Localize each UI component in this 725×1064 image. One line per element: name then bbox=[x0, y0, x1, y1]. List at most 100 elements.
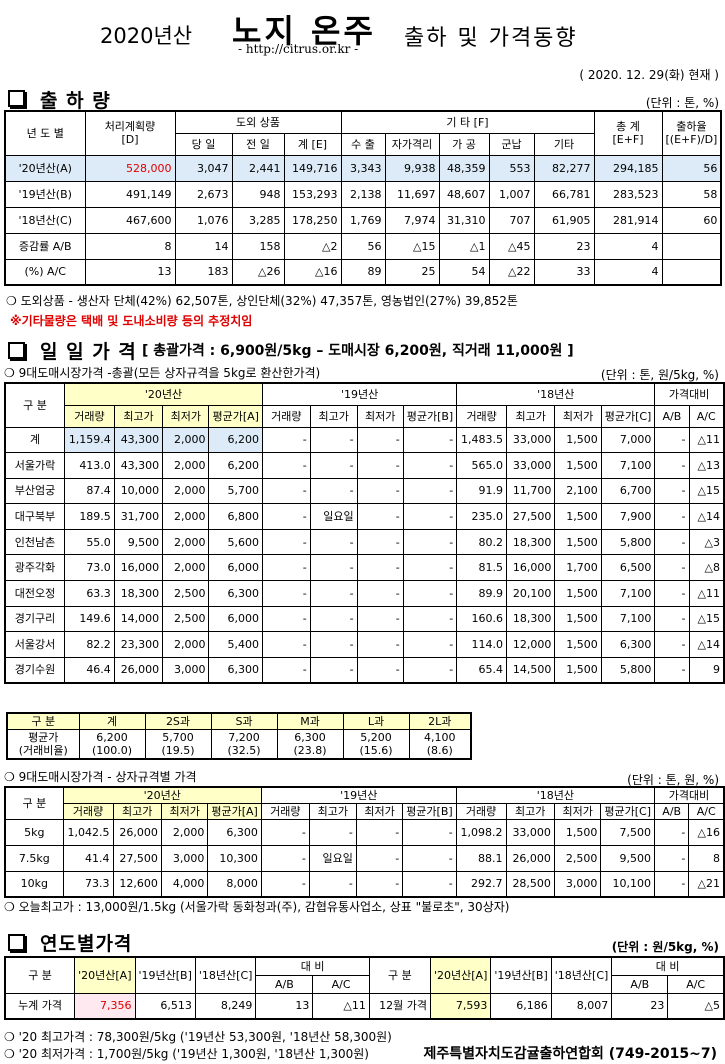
data-cell: 2,000 bbox=[162, 528, 210, 556]
header-cell: L과 bbox=[342, 712, 410, 730]
row-label: 계 bbox=[4, 426, 65, 454]
data-cell: - bbox=[309, 554, 358, 582]
tbody: 구 분 '20년산 '19년산 '18년산 가격대비 거래량 최고가 최저가 평균가[A] 거래량… bbox=[4, 786, 725, 898]
data-cell: 189.5 bbox=[64, 503, 115, 530]
data-cell: 1,076 bbox=[174, 206, 233, 234]
data-cell: - bbox=[402, 554, 458, 582]
data-cell: - bbox=[356, 503, 404, 530]
header-cell: 거래량 bbox=[456, 404, 508, 428]
data-cell: - bbox=[654, 554, 690, 582]
data-cell: 7,593 bbox=[429, 992, 492, 1020]
data-cell: 82.2 bbox=[64, 631, 115, 658]
data-cell: 2,000 bbox=[162, 554, 210, 582]
data-cell: 9 bbox=[688, 656, 725, 684]
data-cell: 158 bbox=[231, 232, 285, 260]
note: ❍ 오늘최고가 : 13,000원/1.5kg (서울가락 동화청과(주), 감… bbox=[4, 900, 510, 914]
data-cell: 58 bbox=[661, 180, 722, 208]
data-cell: 26,000 bbox=[112, 818, 162, 846]
data-cell: 948 bbox=[231, 180, 285, 208]
header-cell: 최고가 bbox=[309, 404, 358, 428]
data-cell: 18,300 bbox=[506, 528, 556, 556]
header-cell: 기타 bbox=[533, 132, 595, 156]
header-cell: '18년산[C] bbox=[550, 956, 613, 994]
data-cell: - bbox=[309, 477, 358, 505]
data-cell: - bbox=[260, 844, 310, 872]
cell-line: (거래비율) bbox=[18, 743, 68, 757]
tbody: 년 도 별 처리계획량 [D] 도외 상품 기 타 [F] 총 계 [E+F] 출하율 [(E+… bbox=[4, 110, 722, 286]
data-cell: 2,000 bbox=[160, 818, 209, 846]
note: ❍ '20 최저가격 : 1,700원/5kg ('19년산 1,300원, '… bbox=[4, 1047, 369, 1061]
header-cell: '20년산[A] bbox=[429, 956, 492, 994]
header-cell: A/C bbox=[688, 802, 725, 820]
data-cell: 292.7 bbox=[455, 870, 507, 898]
header-cell: 처리계획량 [D] bbox=[84, 110, 176, 156]
data-cell: 2,100 bbox=[554, 477, 602, 505]
cell-line: 7,200 bbox=[228, 730, 260, 744]
data-cell: - bbox=[260, 818, 310, 846]
header-cell: 도외 상품 bbox=[174, 110, 342, 134]
data-cell: 1,500 bbox=[554, 452, 602, 479]
data-cell: - bbox=[309, 452, 358, 479]
data-cell: - bbox=[309, 631, 358, 658]
header-cell: 자가격리 bbox=[384, 132, 440, 156]
data-cell: △14 bbox=[688, 631, 725, 658]
data-cell: 3,000 bbox=[553, 870, 602, 898]
header-cell: A/C bbox=[688, 404, 725, 428]
row-label: 대전오정 bbox=[4, 580, 65, 607]
data-cell: - bbox=[261, 528, 311, 556]
data-cell: - bbox=[402, 818, 457, 846]
data-cell: 88.1 bbox=[455, 844, 507, 872]
unit: (단위 : 톤, 원, %) bbox=[627, 773, 719, 787]
header-cell: 가 공 bbox=[438, 132, 490, 156]
header-cell: 군납 bbox=[488, 132, 535, 156]
data-cell: 66,781 bbox=[533, 180, 595, 208]
data-cell: 6,513 bbox=[134, 992, 196, 1020]
header-cell: 평균가[B] bbox=[402, 404, 458, 428]
data-cell bbox=[661, 232, 722, 260]
data-cell: △13 bbox=[688, 452, 725, 479]
data-cell: 26,000 bbox=[505, 844, 555, 872]
header-cell: 최저가 bbox=[554, 404, 602, 428]
data-cell: 23,300 bbox=[113, 631, 164, 658]
header-cell: 평균가[C] bbox=[600, 404, 656, 428]
data-cell: 707 bbox=[488, 206, 535, 234]
date: ( 2020. 12. 29(화) 현재 ) bbox=[579, 68, 719, 82]
data-cell: 48,359 bbox=[438, 154, 490, 182]
data-cell: 2,441 bbox=[231, 154, 285, 182]
data-cell: 3,285 bbox=[231, 206, 285, 234]
header-cell: 평균가[C] bbox=[600, 802, 656, 820]
data-row: 계 1,159.4 43,300 2,000 6,200- - - -1,483.5 33,00… bbox=[4, 426, 725, 454]
data-row: 경기수원 46.4 26,000 3,000 6,300- - - -65.4 14,500 1,… bbox=[4, 656, 725, 684]
data-row: 서울강서 82.2 23,300 2,000 5,400- - - -114.0 12,000 1… bbox=[4, 631, 725, 658]
data-cell: △22 bbox=[488, 258, 535, 286]
header-cell: 구 분 bbox=[4, 956, 76, 994]
data-cell: - bbox=[309, 580, 358, 607]
data-row: (%) A/C 13 183 △26 △16 89 25 54 △22 33 4 bbox=[4, 258, 722, 286]
data-cell: 일요일 bbox=[309, 503, 358, 530]
data-row: '18년산(C) 467,600 1,076 3,285 178,250 1,769 7,9… bbox=[4, 206, 722, 234]
data-cell: 413.0 bbox=[64, 452, 115, 479]
data-cell: 1,700 bbox=[554, 554, 602, 582]
header-row: A/B A/C A/B A/C bbox=[5, 974, 725, 994]
data-cell: - bbox=[654, 503, 690, 530]
data-cell: 27,500 bbox=[112, 844, 162, 872]
data-cell: 160.6 bbox=[456, 605, 508, 633]
header-cell: 2S과 bbox=[144, 712, 212, 730]
data-cell: 89 bbox=[340, 258, 386, 286]
cell-line: 6,200 bbox=[96, 730, 128, 744]
data-cell: △2 bbox=[283, 232, 342, 260]
cell-line: [(E+F)/D] bbox=[665, 133, 718, 147]
data-cell: 5,800 bbox=[600, 528, 656, 556]
header-cell: 평균가[B] bbox=[402, 802, 457, 820]
header-cell: '19년산[B] bbox=[134, 956, 196, 994]
data-row: 대구북부 189.5 31,700 2,000 6,800- 일요일 - -235.0 27,5… bbox=[4, 503, 725, 530]
data-cell: - bbox=[654, 818, 690, 846]
data-cell: △3 bbox=[688, 528, 725, 556]
header-cell: 최저가 bbox=[160, 802, 209, 820]
data-cell: 467,600 bbox=[84, 206, 176, 234]
data-cell: 8 bbox=[688, 844, 725, 872]
data-cell: 27,500 bbox=[506, 503, 556, 530]
data-cell: △15 bbox=[688, 605, 725, 633]
data-cell: 12,000 bbox=[506, 631, 556, 658]
data-cell: 6,300 bbox=[207, 818, 262, 846]
